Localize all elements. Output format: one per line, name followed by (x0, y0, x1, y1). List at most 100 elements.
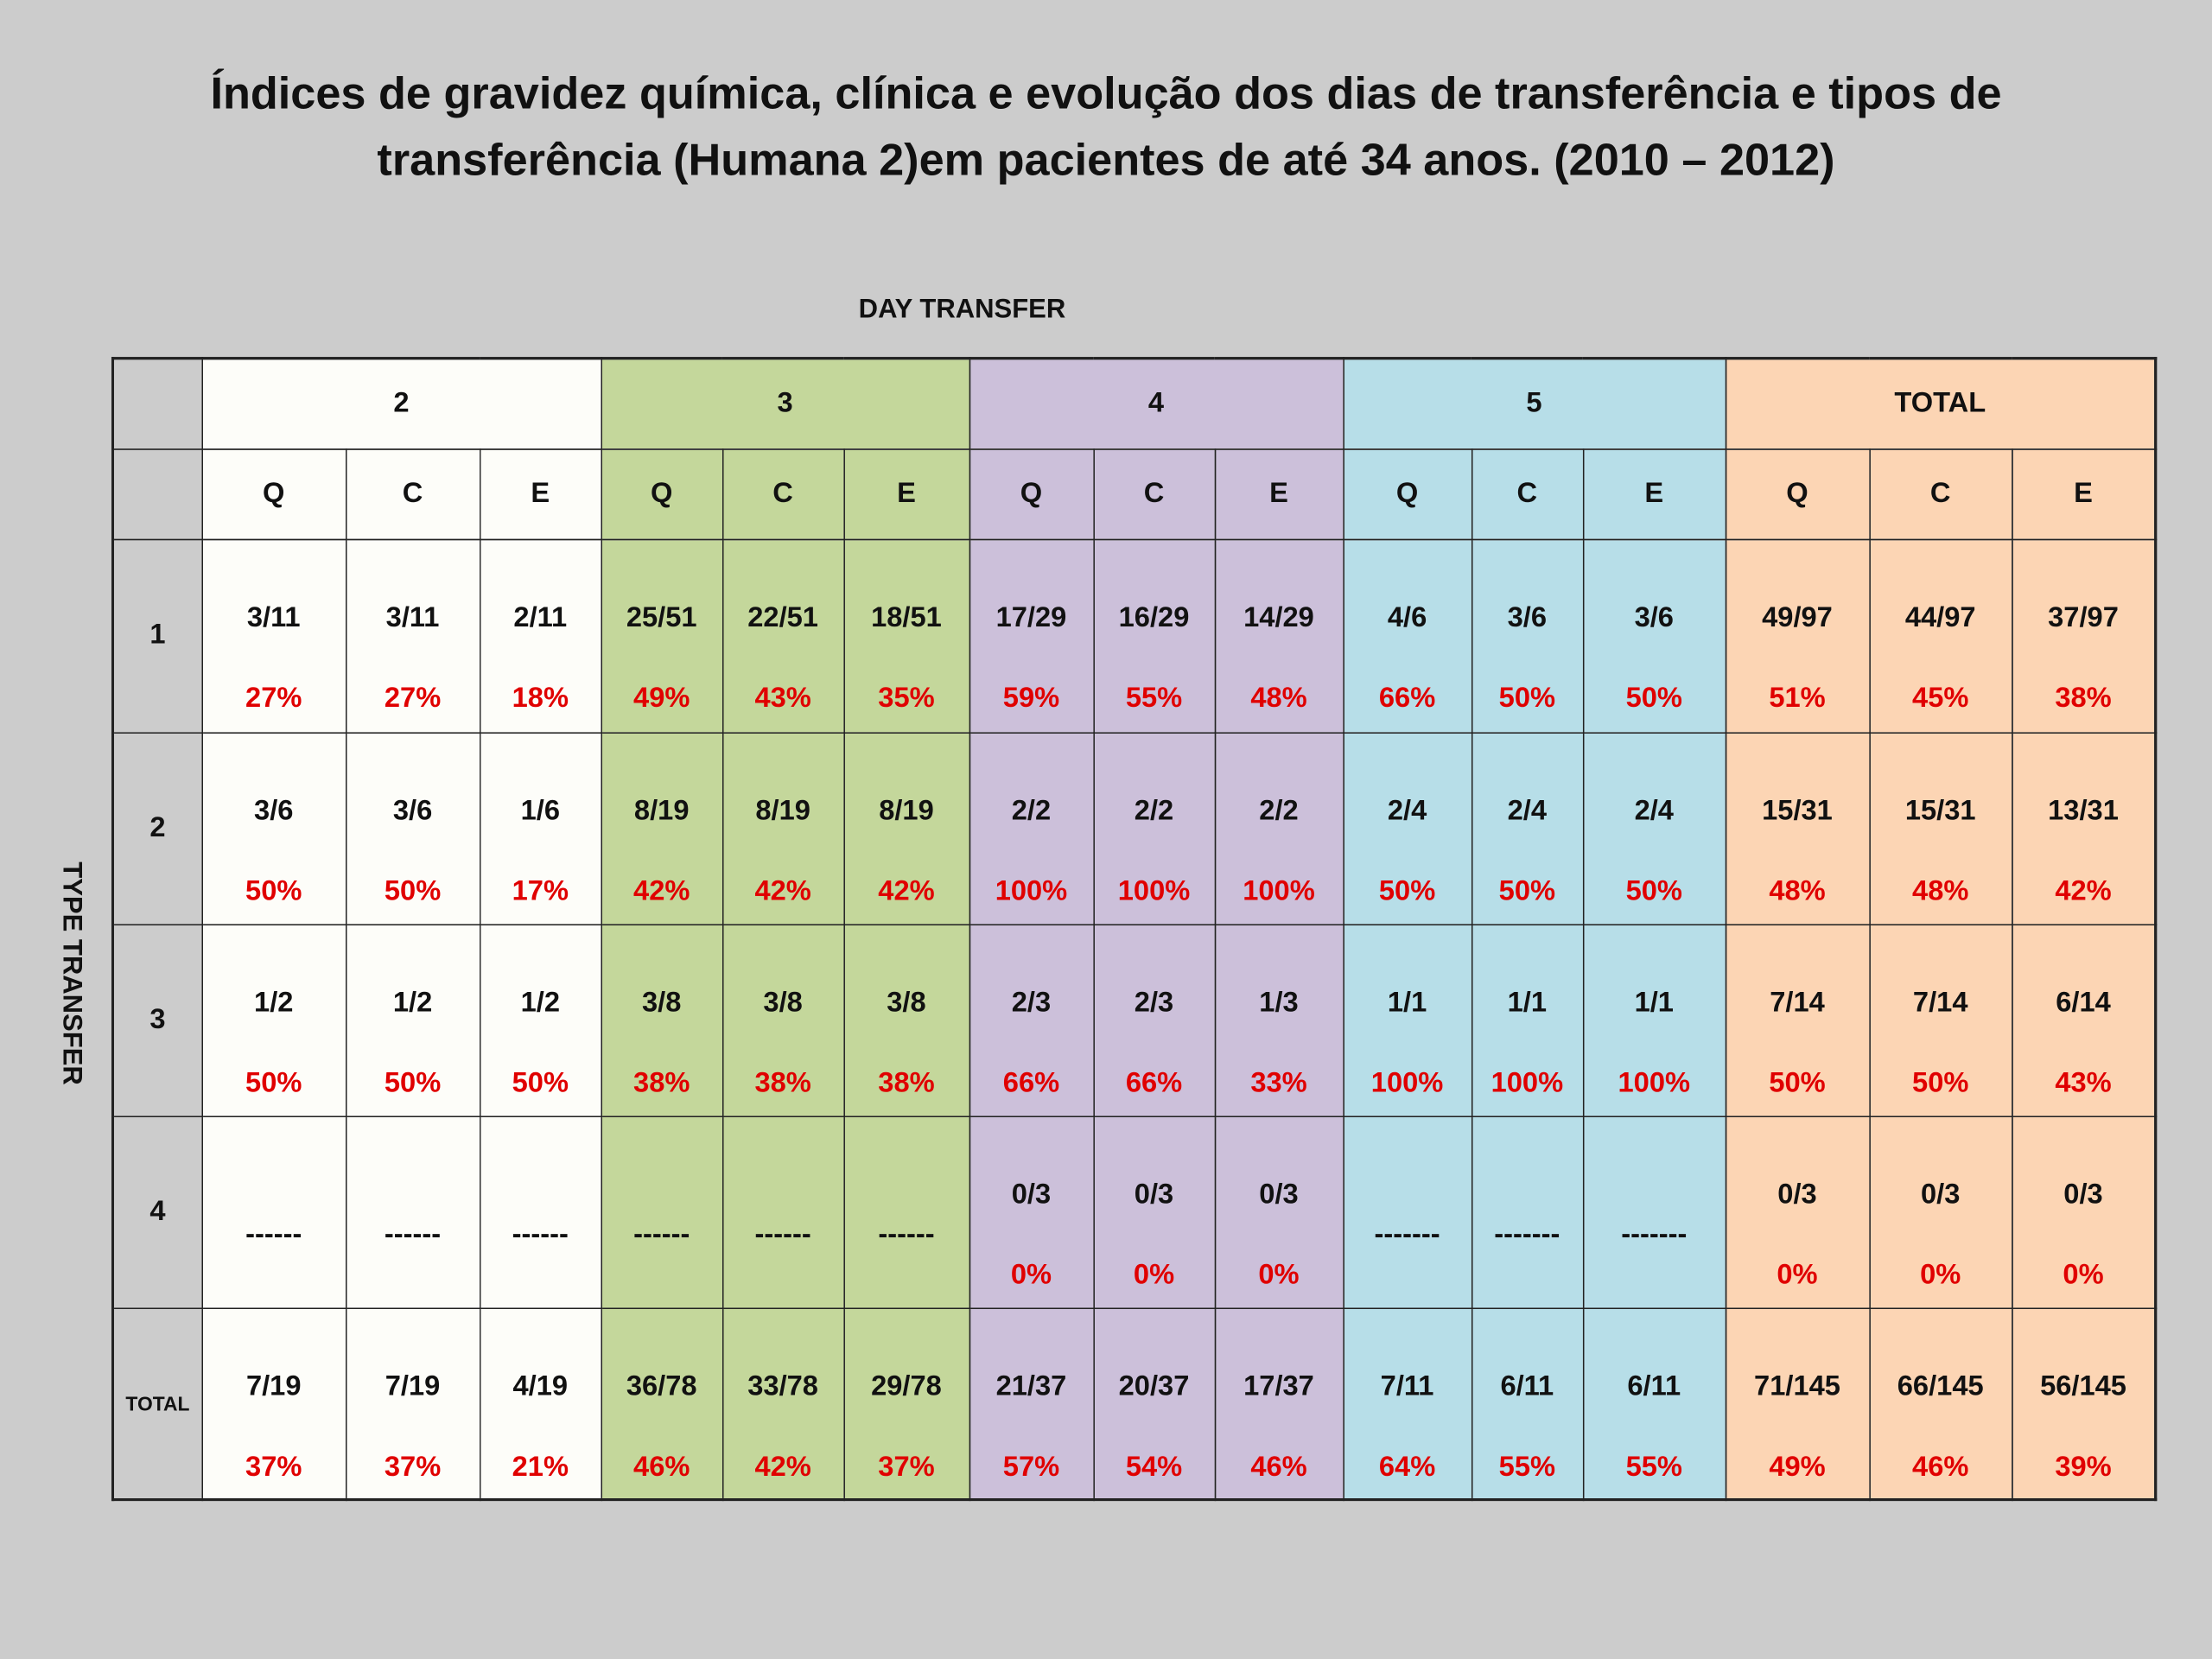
cell: 1/1 100% (1342, 923, 1472, 1117)
group-header: TOTAL (1724, 357, 2157, 449)
fraction: 7/19 (385, 1370, 441, 1402)
fraction: 8/19 (633, 794, 690, 826)
fraction: 8/19 (755, 794, 810, 826)
percent: 59% (1002, 682, 1060, 714)
percent: 27% (245, 682, 302, 714)
percent: 43% (2055, 1067, 2112, 1099)
fraction: 3/6 (1634, 601, 1674, 633)
empty-dash: ------ (512, 1217, 569, 1249)
data-table: 2 3 4 5 TOTAL Q C E Q C E Q C E Q C E Q C E 1 3/11 27% 3/11 27% 2… (111, 357, 2158, 1502)
percent: 100% (995, 875, 1068, 906)
subheader: C (1092, 448, 1216, 540)
fraction: 21/37 (995, 1370, 1067, 1402)
percent: 50% (1498, 682, 1556, 714)
fraction: 7/19 (245, 1370, 302, 1402)
subheader: C (1471, 448, 1584, 540)
fraction: 3/8 (887, 987, 926, 1018)
empty-dash: ------- (1621, 1217, 1688, 1249)
cell: 0/3 0% (1092, 1115, 1216, 1309)
title-line: transferência (Humana 2)em pacientes de … (377, 134, 1835, 185)
percent: 0% (1777, 1259, 1818, 1291)
row-label: 3 (111, 923, 203, 1117)
fraction: 2/4 (1507, 794, 1548, 826)
fraction: 13/31 (2048, 794, 2119, 826)
fraction: 16/29 (1118, 601, 1190, 633)
fraction: 25/51 (626, 601, 697, 633)
subheader: Q (1724, 448, 1871, 540)
subheader: C (721, 448, 845, 540)
cell: 3/8 38% (842, 923, 970, 1117)
percent: 66% (1125, 1067, 1183, 1099)
cell: 15/31 48% (1724, 731, 1871, 925)
cell: 16/29 55% (1092, 537, 1216, 734)
fraction: 2/2 (1011, 794, 1052, 826)
cell: 6/11 55% (1471, 1306, 1584, 1501)
percent: 0% (1258, 1259, 1300, 1291)
subheader: Q (1342, 448, 1472, 540)
percent: 50% (1625, 875, 1682, 906)
cell: 56/145 39% (2011, 1306, 2157, 1501)
percent: 38% (754, 1067, 811, 1099)
percent: 50% (1378, 875, 1436, 906)
fraction: 4/19 (512, 1370, 569, 1402)
cell: 7/14 50% (1868, 923, 2012, 1117)
fraction: 3/6 (254, 794, 294, 826)
percent: 50% (1769, 1067, 1826, 1099)
fraction: 0/3 (1777, 1179, 1817, 1210)
fraction: 3/8 (642, 987, 682, 1018)
fraction: 15/31 (1904, 794, 1976, 826)
percent: 50% (245, 875, 302, 906)
fraction: 49/97 (1762, 601, 1833, 633)
percent: 42% (754, 875, 811, 906)
fraction: 33/78 (747, 1370, 818, 1402)
cell: ------- (1471, 1115, 1584, 1309)
cell: 71/145 49% (1724, 1306, 1871, 1501)
row-label: 1 (111, 537, 203, 734)
fraction: 66/145 (1897, 1370, 1984, 1402)
fraction: 1/6 (520, 794, 561, 826)
fraction: 17/37 (1243, 1370, 1314, 1402)
percent: 18% (512, 682, 569, 714)
fraction: 7/14 (1770, 987, 1825, 1018)
fraction: 44/97 (1904, 601, 1976, 633)
fraction: 0/3 (1259, 1179, 1299, 1210)
percent: 37% (878, 1451, 935, 1483)
fraction: 0/3 (1011, 1179, 1052, 1210)
group-header: 5 (1342, 357, 1726, 449)
cell: 14/29 48% (1213, 537, 1344, 734)
fraction: 1/3 (1259, 987, 1299, 1018)
fraction: 1/2 (254, 987, 294, 1018)
cell: ------ (200, 1115, 346, 1309)
percent: 48% (1912, 875, 1969, 906)
cell: 7/19 37% (345, 1306, 480, 1501)
fraction: 2/3 (1011, 987, 1052, 1018)
subheader: E (2011, 448, 2157, 540)
cell: 6/11 55% (1582, 1306, 1726, 1501)
percent: 50% (1625, 682, 1682, 714)
cell: 2/2 100% (1213, 731, 1344, 925)
percent: 100% (1491, 1067, 1564, 1099)
group-header: 3 (600, 357, 970, 449)
corner-cell (111, 448, 203, 540)
fraction: 2/4 (1634, 794, 1674, 826)
percent: 38% (633, 1067, 690, 1099)
percent: 46% (633, 1451, 690, 1483)
cell: 20/37 54% (1092, 1306, 1216, 1501)
percent: 55% (1625, 1451, 1682, 1483)
percent: 35% (878, 682, 935, 714)
cell: 1/2 50% (479, 923, 602, 1117)
data-row: 3 1/2 50% 1/2 50% 1/2 50% 3/8 38% 3/8 38% 3/8 38% 2/3… (111, 923, 2157, 1117)
cell: 36/78 46% (600, 1306, 723, 1501)
fraction: 71/145 (1754, 1370, 1840, 1402)
row-label: 4 (111, 1115, 203, 1309)
percent: 48% (1769, 875, 1826, 906)
empty-dash: ------ (633, 1217, 690, 1249)
empty-dash: ------- (1374, 1217, 1440, 1249)
cell: 2/3 66% (1092, 923, 1216, 1117)
fraction: 3/11 (385, 601, 440, 633)
fraction: 1/1 (1507, 987, 1548, 1018)
column-axis-label: DAY TRANSFER (858, 295, 1066, 325)
cell: 37/97 38% (2011, 537, 2157, 734)
